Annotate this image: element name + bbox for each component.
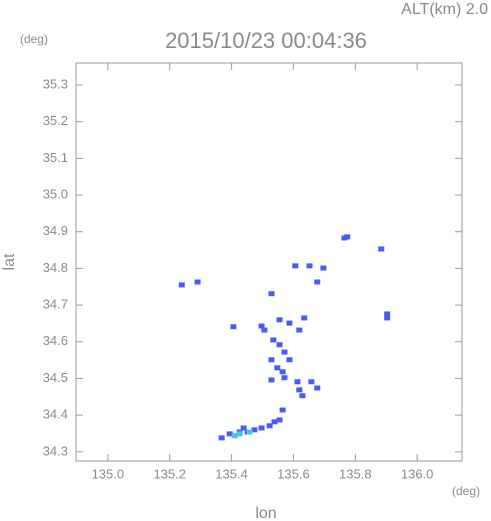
echo-point <box>344 234 351 240</box>
echo-point <box>240 425 247 431</box>
y-tick-label: 34.6 <box>43 333 68 348</box>
y-tick-label: 35.2 <box>43 113 68 128</box>
echo-point <box>271 419 278 425</box>
echo-point <box>281 349 288 355</box>
x-tick-label: 135.6 <box>277 466 310 481</box>
echo-point <box>306 263 313 269</box>
echo-point <box>261 327 268 333</box>
x-tick-label: 135.0 <box>92 466 125 481</box>
x-unit: (deg) <box>452 484 480 498</box>
echo-point <box>276 417 283 423</box>
echo-point <box>258 323 265 329</box>
echo-point <box>294 379 301 385</box>
echo-point <box>266 423 273 429</box>
echo-point <box>258 425 265 431</box>
echo-point <box>230 324 237 330</box>
x-axis-label: lon <box>255 505 276 521</box>
echo-point <box>218 435 225 441</box>
echo-point <box>236 431 243 437</box>
y-tick-label: 35.3 <box>43 76 68 91</box>
echo-point <box>231 433 238 439</box>
echo-point <box>296 327 303 333</box>
echo-point <box>251 427 258 433</box>
echo-point <box>384 315 391 321</box>
echo-point <box>301 315 308 321</box>
echo-point <box>268 357 275 363</box>
echo-point <box>268 291 275 297</box>
y-tick-label: 34.7 <box>43 297 68 312</box>
echo-point <box>286 357 293 363</box>
y-tick-label: 34.9 <box>43 223 68 238</box>
echo-point <box>292 263 299 269</box>
x-tick-label: 135.2 <box>153 466 186 481</box>
echo-point <box>384 311 391 317</box>
echo-point <box>314 385 321 391</box>
plot-frame <box>75 62 463 462</box>
echo-point <box>270 337 277 343</box>
chart-title: 2015/10/23 00:04:36 <box>165 28 367 53</box>
altitude-label: ALT(km) 2.0 <box>401 1 488 18</box>
echo-point <box>226 431 233 437</box>
echo-point <box>276 342 283 348</box>
echo-point <box>276 317 283 323</box>
echo-point <box>314 279 321 285</box>
y-unit: (deg) <box>20 32 48 46</box>
x-tick-label: 135.8 <box>339 466 372 481</box>
echo-point <box>279 407 286 413</box>
echo-point <box>194 279 201 285</box>
echo-point <box>378 246 385 252</box>
echo-point <box>281 375 288 381</box>
echo-point <box>286 320 293 326</box>
x-tick-label: 135.4 <box>215 466 248 481</box>
echo-point <box>299 393 306 399</box>
echo-point <box>296 387 303 393</box>
echo-point <box>268 377 275 383</box>
echo-point <box>308 379 315 385</box>
y-tick-label: 34.8 <box>43 260 68 275</box>
y-tick-label: 35.1 <box>43 150 68 165</box>
y-tick-label: 35.0 <box>43 186 68 201</box>
echo-point <box>279 369 286 375</box>
y-tick-label: 34.5 <box>43 370 68 385</box>
y-tick-label: 34.4 <box>43 407 68 422</box>
y-tick-label: 34.3 <box>43 443 68 458</box>
echo-point <box>320 265 327 271</box>
echo-point <box>178 282 185 288</box>
echo-point <box>274 365 281 371</box>
echo-point <box>246 429 253 435</box>
y-axis-label: lat <box>1 253 18 270</box>
x-tick-label: 136.0 <box>401 466 434 481</box>
